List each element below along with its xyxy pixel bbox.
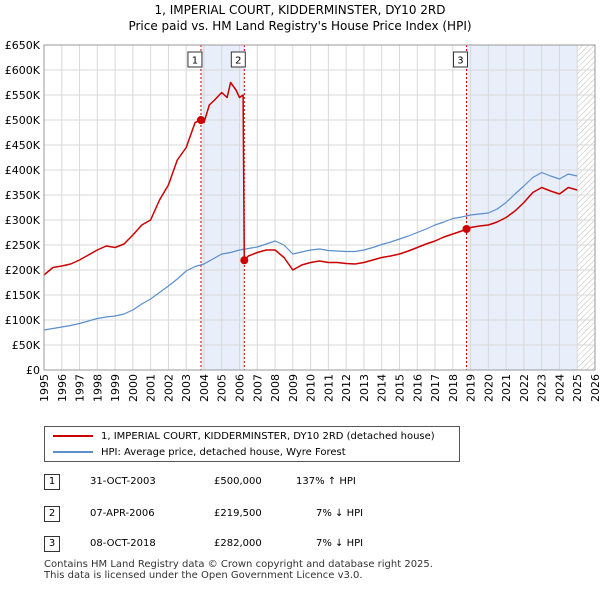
y-tick-label: £100K [5, 314, 41, 327]
sale-number-box [452, 51, 468, 68]
x-tick-label: 2026 [589, 374, 600, 402]
shaded-period [200, 45, 245, 370]
x-tick-label: 1997 [74, 374, 87, 402]
x-tick-label: 2022 [518, 374, 531, 402]
y-tick-label: £350K [5, 189, 41, 202]
transaction-hpi-diff: 7% ↓ HPI [316, 538, 364, 549]
sale-number-label: 2 [235, 56, 241, 67]
sale-point [462, 225, 471, 233]
x-tick-label: 2008 [269, 374, 282, 402]
x-tick-label: 2003 [180, 374, 193, 402]
x-tick-label: 2010 [305, 374, 318, 402]
transaction-number-badge: 3 [44, 536, 60, 552]
x-tick-label: 2005 [216, 374, 229, 402]
footer-copyright: Contains HM Land Registry data © Crown c… [44, 559, 433, 570]
legend: 1, IMPERIAL COURT, KIDDERMINSTER, DY10 2… [44, 426, 460, 462]
sale-number-box [187, 51, 203, 68]
chart-title-line2: Price paid vs. HM Land Registry's House … [128, 19, 472, 33]
x-tick-label: 1999 [109, 374, 122, 402]
transaction-price: £219,500 [214, 508, 262, 519]
legend-item-hpi: HPI: Average price, detached house, Wyre… [53, 445, 346, 461]
x-tick-label: 2002 [162, 374, 175, 402]
x-tick-label: 2016 [411, 374, 424, 402]
y-tick-label: £200K [5, 264, 41, 277]
y-tick-label: £300K [5, 214, 41, 227]
x-tick-label: 2020 [482, 374, 495, 402]
x-tick-label: 2015 [393, 374, 406, 402]
x-tick-label: 1995 [38, 374, 51, 402]
y-tick-label: £50K [12, 339, 41, 352]
x-tick-label: 2011 [322, 374, 335, 402]
sale-number-label: 1 [192, 56, 198, 67]
footer-licence: This data is licensed under the Open Gov… [44, 570, 363, 581]
footer: Contains HM Land Registry data © Crown c… [44, 559, 433, 581]
x-tick-label: 2012 [340, 374, 353, 402]
y-tick-label: £500K [5, 114, 41, 127]
transaction-date: 31-OCT-2003 [90, 476, 156, 487]
legend-label-hpi: HPI: Average price, detached house, Wyre… [101, 447, 346, 458]
plot-frame [43, 44, 596, 371]
transaction-number-badge: 1 [44, 474, 60, 490]
x-tick-label: 2000 [127, 374, 140, 402]
x-tick-label: 2013 [358, 374, 371, 402]
transaction-price: £500,000 [214, 476, 262, 487]
x-tick-label: 2019 [465, 374, 478, 402]
shaded-period [466, 45, 578, 370]
y-tick-label: £0 [26, 364, 40, 377]
transaction-price: £282,000 [214, 538, 262, 549]
y-tick-label: £150K [5, 289, 41, 302]
hpi-line [43, 171, 578, 331]
x-tick-label: 2006 [234, 374, 247, 402]
sale-point [240, 256, 249, 265]
transaction-date: 08-OCT-2018 [90, 538, 156, 549]
y-tick-label: £400K [5, 164, 41, 177]
x-tick-label: 2023 [536, 374, 549, 402]
x-tick-label: 2014 [376, 374, 389, 402]
x-tick-label: 2009 [287, 374, 300, 402]
x-tick-label: 2017 [429, 374, 442, 402]
transaction-hpi-diff: 7% ↓ HPI [316, 508, 364, 519]
legend-item-price: 1, IMPERIAL COURT, KIDDERMINSTER, DY10 2… [53, 429, 435, 445]
transaction-date: 07-APR-2006 [90, 508, 155, 519]
x-tick-label: 2007 [251, 374, 264, 402]
y-tick-label: £450K [5, 139, 41, 152]
x-tick-label: 2021 [500, 374, 513, 402]
y-tick-label: £600K [5, 64, 41, 77]
transaction-number-badge: 2 [44, 506, 60, 522]
legend-swatch-price [53, 435, 93, 437]
price-chart: 1 2 3 £0 £50K £100K £150K £200K £250K £300K £350K… [5, 39, 600, 402]
sale-number-box [230, 51, 246, 68]
sale-number-label: 3 [457, 56, 463, 67]
x-tick-label: 1998 [91, 374, 104, 402]
chart-title-line1: 1, IMPERIAL COURT, KIDDERMINSTER, DY10 2… [154, 3, 446, 17]
transaction-hpi-diff: 137% ↑ HPI [296, 476, 356, 487]
x-tick-label: 1996 [56, 374, 69, 402]
y-tick-label: £650K [5, 39, 41, 52]
y-tick-label: £250K [5, 239, 41, 252]
sale-point [196, 116, 205, 124]
x-tick-label: 2024 [553, 374, 566, 402]
legend-label-price: 1, IMPERIAL COURT, KIDDERMINSTER, DY10 2… [101, 431, 435, 442]
x-tick-label: 2025 [571, 374, 584, 402]
x-tick-label: 2004 [198, 374, 211, 402]
price-paid-line [43, 81, 578, 276]
legend-swatch-hpi [53, 451, 93, 453]
future-hatch [577, 45, 595, 370]
y-tick-label: £550K [5, 89, 41, 102]
x-tick-label: 2001 [145, 374, 158, 402]
x-tick-label: 2018 [447, 374, 460, 402]
